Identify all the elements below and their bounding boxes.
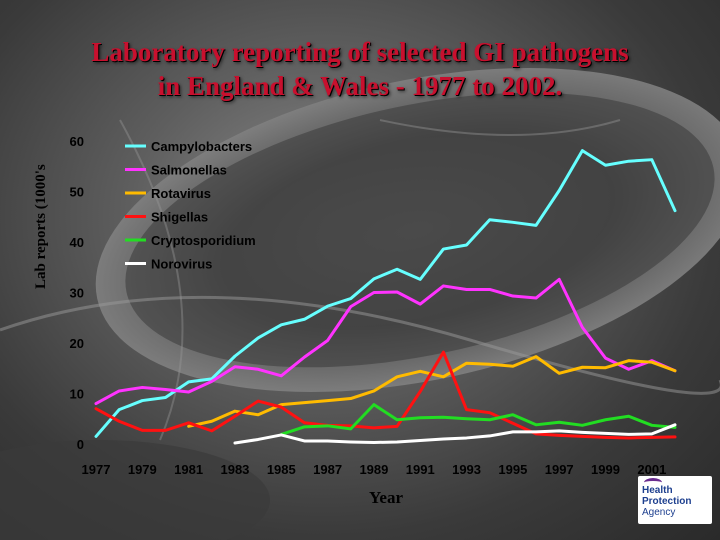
x-tick-label: 1993 xyxy=(452,462,481,477)
y-axis-ticks: 0 10 20 30 40 50 60 xyxy=(70,134,84,452)
x-tick-label: 1997 xyxy=(545,462,574,477)
x-tick-label: 1981 xyxy=(174,462,203,477)
series-line-norovirus xyxy=(233,423,677,445)
logo-swoosh-icon xyxy=(644,478,662,487)
x-tick-label: 1995 xyxy=(498,462,527,477)
x-tick-label: 1985 xyxy=(267,462,296,477)
x-tick-label: 1989 xyxy=(359,462,388,477)
x-tick-label: 1991 xyxy=(406,462,435,477)
x-tick-label: 1983 xyxy=(220,462,249,477)
y-tick-label: 50 xyxy=(70,185,84,200)
series-line-cryptosporidium xyxy=(279,403,677,436)
y-tick-label: 10 xyxy=(70,387,84,402)
y-tick-label: 0 xyxy=(77,437,84,452)
legend-label-cryptosporidium: Cryptosporidium xyxy=(151,233,256,248)
series-lines xyxy=(94,149,677,445)
legend-label-norovirus: Norovirus xyxy=(151,257,212,272)
series-line-rotavirus xyxy=(187,355,677,428)
series-line-salmonellas xyxy=(94,277,677,406)
x-tick-label: 1979 xyxy=(128,462,157,477)
y-tick-label: 60 xyxy=(70,134,84,149)
chart-title-line-2: in England & Wales - 1977 to 2002. xyxy=(157,71,563,101)
x-axis-label: Year xyxy=(369,488,403,507)
logo-word-3: Agency xyxy=(642,507,676,518)
legend: Campylobacters Salmonellas Rotavirus Shigel… xyxy=(125,139,256,272)
y-axis-label: Lab reports (1000's xyxy=(33,164,49,289)
health-protection-agency-logo: Health Protection Agency xyxy=(638,476,712,524)
x-tick-label: 2001 xyxy=(637,462,666,477)
x-tick-label: 1977 xyxy=(82,462,111,477)
logo-word-1: Health xyxy=(642,485,673,496)
y-tick-label: 20 xyxy=(70,336,84,351)
x-axis-ticks: 1977 1979 1981 1983 1985 1987 1989 1991 1993 1995… xyxy=(82,462,667,477)
series-line-campylobacters xyxy=(94,149,677,438)
y-tick-label: 40 xyxy=(70,235,84,250)
series-line-shigellas xyxy=(94,350,677,440)
x-tick-label: 1987 xyxy=(313,462,342,477)
legend-label-campylobacters: Campylobacters xyxy=(151,139,252,154)
y-tick-label: 30 xyxy=(70,286,84,301)
legend-label-shigellas: Shigellas xyxy=(151,210,208,225)
legend-label-rotavirus: Rotavirus xyxy=(151,186,211,201)
x-tick-label: 1999 xyxy=(591,462,620,477)
chart-title-line-1: Laboratory reporting of selected GI path… xyxy=(91,37,629,67)
legend-label-salmonellas: Salmonellas xyxy=(151,163,227,178)
logo-word-2: Protection xyxy=(642,496,692,507)
